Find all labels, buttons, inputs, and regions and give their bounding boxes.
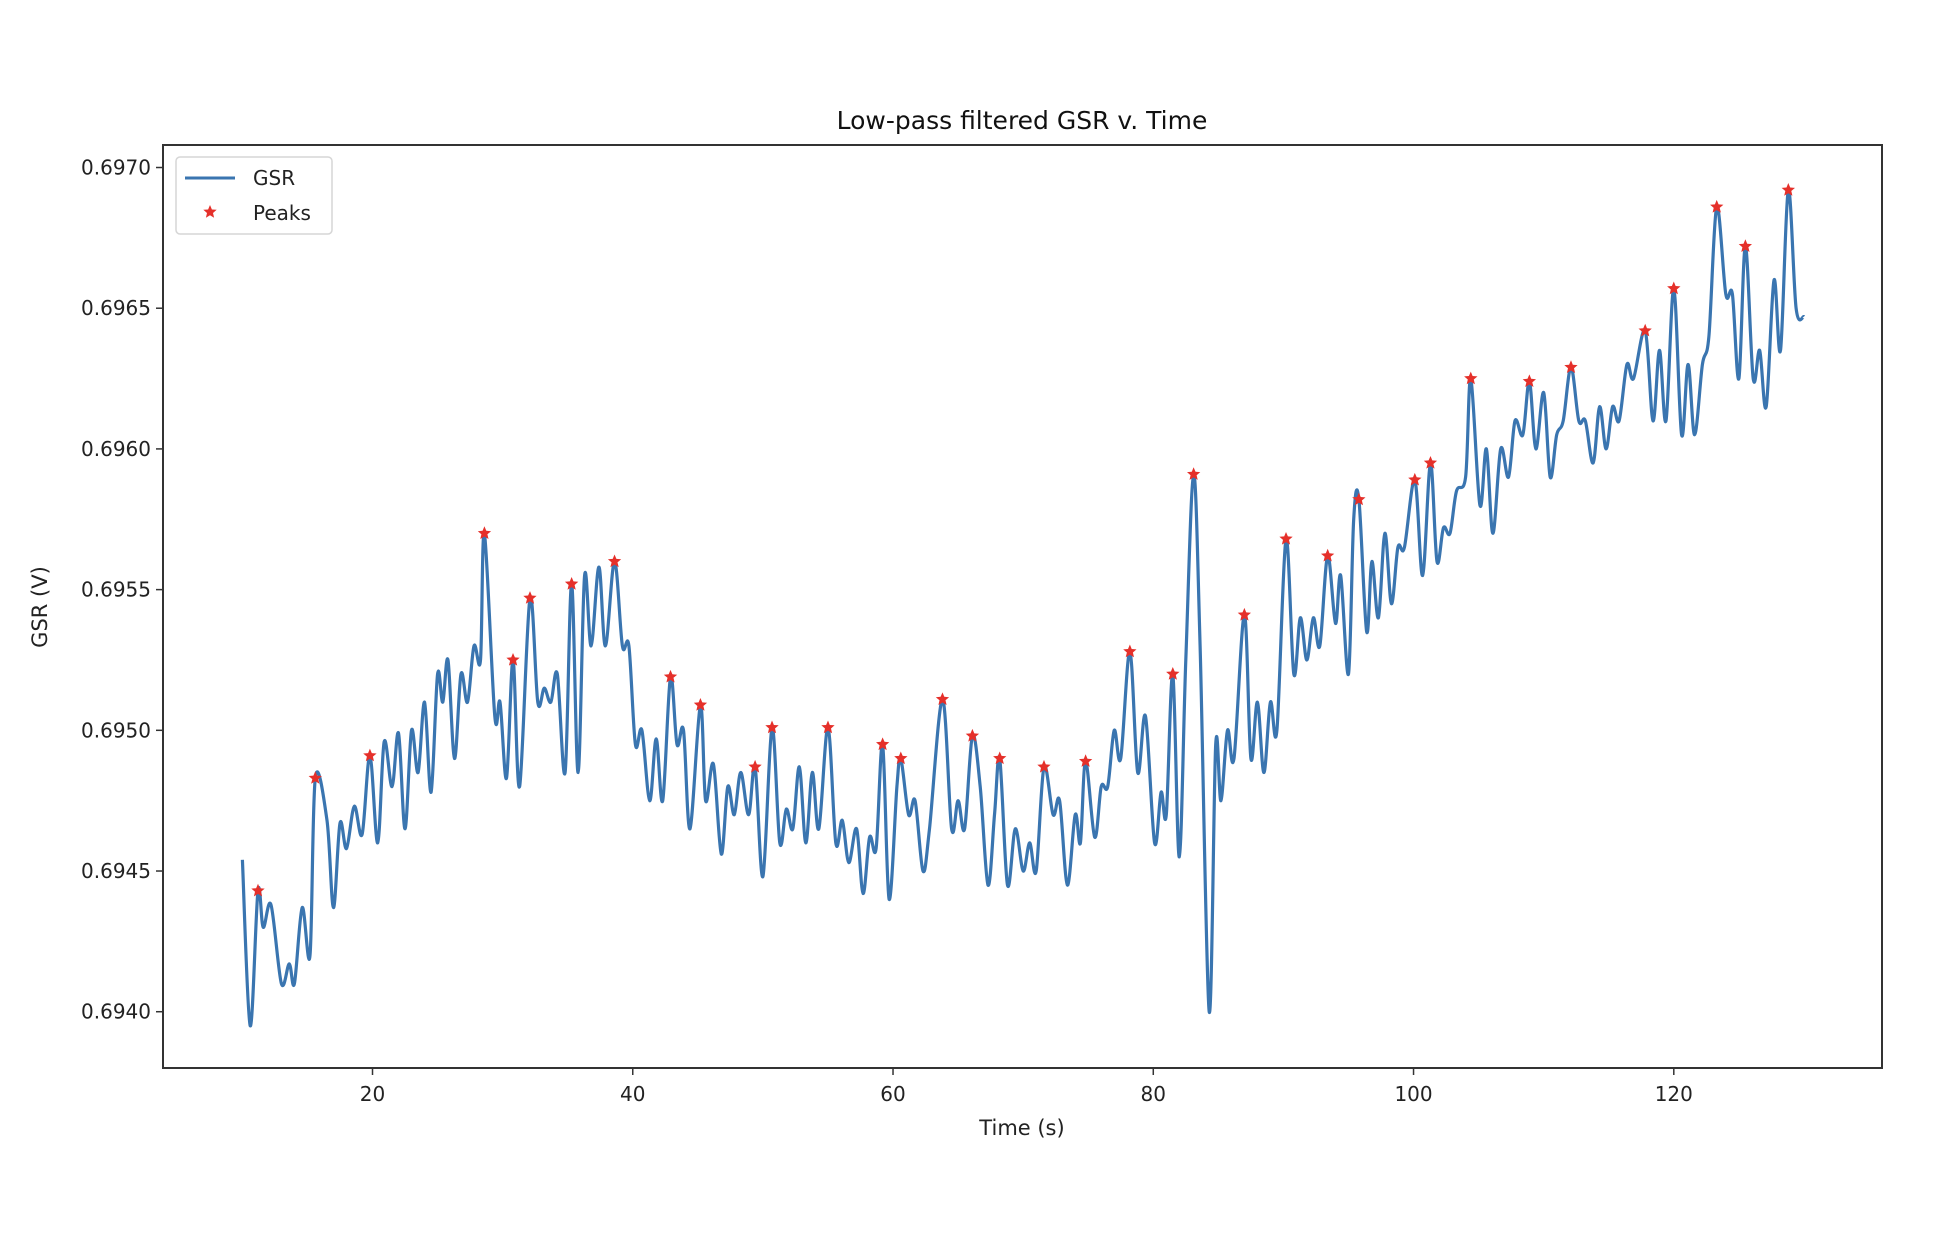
peak-marker — [663, 669, 678, 683]
peak-marker — [1781, 183, 1795, 196]
peak-marker — [506, 653, 520, 666]
peak-marker — [308, 771, 322, 784]
legend-peaks-label: Peaks — [253, 201, 311, 225]
plot-area — [240, 183, 1806, 1028]
peak-marker — [363, 748, 377, 762]
y-tick-label: 0.6940 — [81, 1000, 151, 1024]
peak-marker — [894, 751, 908, 765]
y-tick-label: 0.6945 — [81, 859, 151, 883]
x-tick-label: 80 — [1141, 1082, 1166, 1106]
legend: GSR Peaks — [175, 156, 333, 235]
peak-marker — [821, 720, 835, 734]
peak-marker — [1237, 607, 1251, 621]
peak-marker — [564, 577, 579, 590]
peak-marker — [1408, 472, 1422, 486]
legend-gsr-label: GSR — [253, 166, 295, 190]
peak-marker — [607, 554, 622, 568]
x-tick-label: 120 — [1655, 1082, 1693, 1106]
peak-marker — [1079, 754, 1093, 767]
axes-frame — [162, 144, 1883, 1069]
peak-marker — [765, 720, 779, 734]
peak-marker — [1279, 532, 1293, 545]
legend-peaks-star-icon — [203, 205, 217, 218]
peak-marker — [523, 591, 537, 604]
peak-marker — [1638, 323, 1652, 337]
y-tick-label: 0.6955 — [81, 578, 151, 602]
y-tick-label: 0.6970 — [81, 156, 151, 180]
peak-marker — [1123, 644, 1137, 658]
peak-marker — [477, 526, 492, 539]
peak-marker — [748, 759, 762, 773]
x-axis: 20 40 60 80 100 120 — [360, 1068, 1693, 1106]
x-tick-label: 40 — [620, 1082, 645, 1106]
peak-marker — [1321, 548, 1335, 562]
chart-title: Low-pass filtered GSR v. Time — [837, 106, 1208, 135]
peak-marker — [1667, 281, 1681, 295]
legend-box — [175, 156, 333, 235]
peak-marker — [1352, 492, 1366, 506]
peak-marker — [693, 698, 708, 711]
peak-marker — [965, 728, 980, 742]
peak-marker — [1037, 759, 1051, 773]
peak-marker — [1166, 667, 1180, 680]
x-tick-label: 60 — [880, 1082, 905, 1106]
peak-marker — [993, 751, 1007, 765]
peak-marker — [1464, 371, 1478, 385]
y-axis: 0.6940 0.6945 0.6950 0.6955 0.6960 0.6965 0.69… — [81, 156, 163, 1024]
peak-marker — [1522, 374, 1536, 387]
peak-marker — [1738, 239, 1752, 252]
peak-marker — [1564, 360, 1578, 373]
peak-marker — [1710, 199, 1724, 213]
gsr-series-line — [240, 188, 1806, 1028]
y-tick-label: 0.6965 — [81, 296, 151, 320]
x-tick-label: 20 — [360, 1082, 385, 1106]
peak-marker — [1423, 456, 1438, 469]
x-axis-label: Time (s) — [978, 1116, 1064, 1140]
peak-marker — [876, 737, 890, 751]
y-tick-label: 0.6960 — [81, 437, 151, 461]
y-axis-label: GSR (V) — [28, 566, 52, 648]
peak-marker — [251, 883, 265, 897]
y-tick-label: 0.6950 — [81, 718, 151, 742]
x-tick-label: 100 — [1394, 1082, 1432, 1106]
peak-marker — [1187, 467, 1201, 480]
peak-marker — [935, 692, 950, 705]
